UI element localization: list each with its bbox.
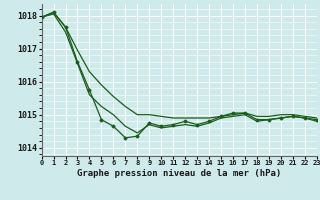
X-axis label: Graphe pression niveau de la mer (hPa): Graphe pression niveau de la mer (hPa) <box>77 169 281 178</box>
